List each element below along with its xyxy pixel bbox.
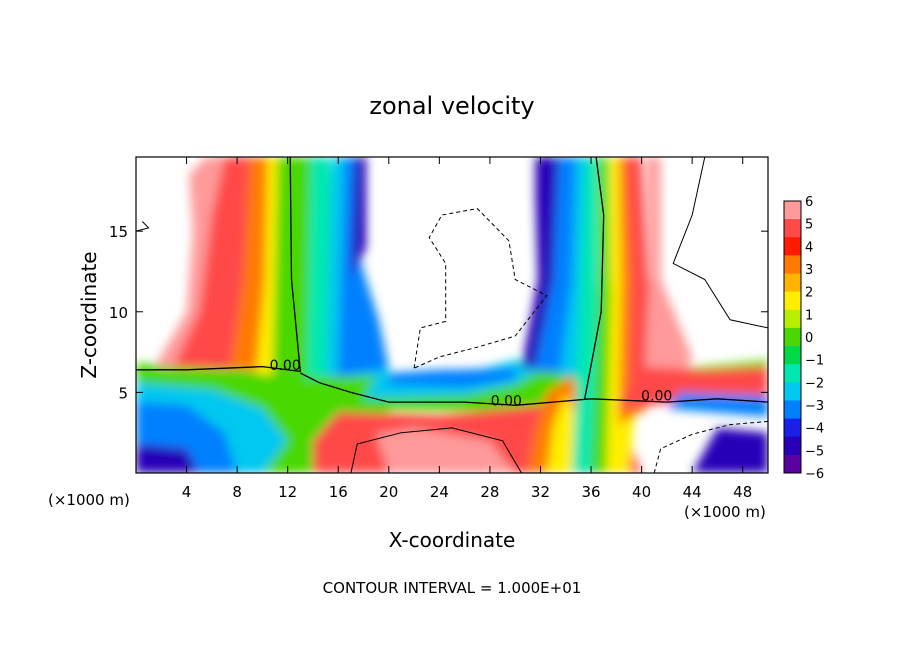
band-left-red [173, 157, 257, 370]
y-tick-label: 5 [118, 384, 128, 402]
colorbar-swatches [784, 201, 801, 474]
colorbar-swatch [784, 418, 801, 438]
x-tick-label: 48 [733, 483, 752, 501]
band-low-pink [376, 427, 516, 473]
pos-contour-lower [350, 427, 522, 473]
colorbar-swatch [784, 237, 801, 256]
colorbar-tick-label: −1 [805, 354, 824, 369]
colorbar-tick-label: 6 [805, 195, 813, 210]
colorbar-tick-label: 3 [805, 263, 813, 278]
neg-contour-lower-right [653, 420, 768, 473]
colorbar-swatch [784, 309, 801, 329]
chart-title: zonal velocity [369, 92, 534, 120]
contour-label: 0.00 [641, 389, 672, 405]
colorbar-swatch [784, 364, 801, 383]
x-tick-label: 16 [329, 483, 348, 501]
band-right-pink [644, 157, 693, 385]
x-tick-label: 32 [531, 483, 550, 501]
band-low-yellow [546, 392, 579, 473]
field-blurred [136, 157, 768, 473]
zero-contour-left [136, 157, 302, 373]
x-tick-label: 12 [278, 483, 297, 501]
band-left-orange [230, 157, 270, 374]
plot-frame [135, 156, 769, 474]
x-tick-label: 36 [581, 483, 600, 501]
y-tick-label: 10 [109, 304, 128, 322]
x-tick-label: 24 [430, 483, 449, 501]
colorbar-tick-label: 0 [805, 331, 813, 346]
colorbar-swatch [784, 454, 801, 474]
band-center-green [281, 157, 377, 401]
colorbar-tick-label: 2 [805, 286, 813, 301]
y-axis-ticks: 5 10 15 [109, 223, 768, 402]
colorbar: 6 5 4 3 2 1 0 −1 −2 −3 −4 −5 −6 [783, 195, 824, 482]
colorbar-swatch [784, 400, 801, 420]
color-field [136, 157, 768, 473]
band-mid-blue [388, 368, 516, 388]
zero-contour-right [584, 157, 605, 399]
x-tick-label: 40 [632, 483, 651, 501]
pos-contour-upper-right [672, 157, 768, 329]
colorbar-swatch [784, 327, 801, 347]
colorbar-tick-label: −6 [805, 467, 824, 482]
colorbar-swatch [784, 219, 801, 238]
x-axis-label: X-coordinate [389, 528, 516, 552]
colorbar-swatch [784, 273, 801, 293]
y-axis-label: Z-coordinate [77, 251, 101, 378]
x-tick-label: 28 [480, 483, 499, 501]
y-tick-label: 15 [109, 223, 128, 241]
colorbar-tick-label: −2 [805, 376, 824, 391]
x-tick-label: 44 [683, 483, 702, 501]
contour-lines: 0.00 0.00 0.00 [136, 157, 768, 473]
colorbar-tick-label: −3 [805, 399, 824, 414]
neg-contour-upper [413, 208, 548, 369]
band-center-blue [338, 157, 389, 377]
x-tick-label: 4 [182, 483, 192, 501]
contour-label: 0.00 [270, 358, 301, 374]
colorbar-tick-label: −5 [805, 444, 824, 459]
x-tick-label: 8 [232, 483, 242, 501]
colorbar-swatch [784, 436, 801, 456]
x-unit-right: (×1000 m) [684, 503, 766, 521]
x-tick-label: 20 [379, 483, 398, 501]
colorbar-swatch [784, 291, 801, 311]
colorbar-swatch [784, 255, 801, 275]
band-right-outflow-red [616, 366, 768, 409]
pos-contour-edge [136, 221, 150, 232]
colorbar-tick-label: −4 [805, 422, 824, 437]
band-center-navy [350, 157, 367, 280]
zero-contour-mid [300, 372, 768, 406]
colorbar-tick-label: 4 [805, 240, 813, 255]
band-right-outflow-blue [666, 392, 768, 417]
colorbar-swatch [784, 346, 801, 365]
x-unit-left: (×1000 m) [48, 491, 130, 509]
band-lower-navy [136, 443, 200, 473]
x-axis-ticks: 4 8 12 16 20 24 28 32 36 40 44 48 [182, 157, 752, 501]
colorbar-frame [783, 200, 802, 474]
contour-interval-note: CONTOUR INTERVAL = 1.000E+01 [323, 579, 582, 597]
velocity-field: 0.00 0.00 0.00 [136, 157, 768, 473]
colorbar-swatch [784, 382, 801, 401]
contour-label: 0.00 [491, 393, 522, 409]
colorbar-tick-label: 5 [805, 218, 813, 233]
colorbar-tick-label: 1 [805, 308, 813, 323]
band-left-yellow [256, 157, 279, 377]
colorbar-swatch [784, 201, 801, 220]
band-right-floor-navy [692, 427, 768, 473]
